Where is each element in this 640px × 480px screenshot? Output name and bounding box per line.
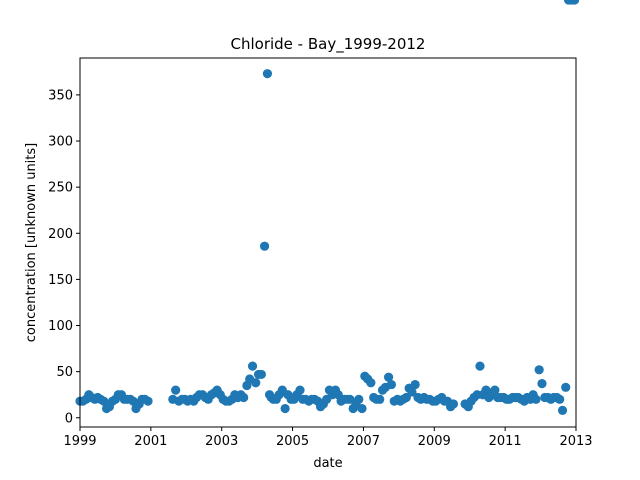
x-tick-label: 2003 [205, 434, 238, 449]
data-point [537, 379, 547, 389]
plot-frame [79, 57, 577, 428]
data-point [366, 378, 376, 388]
data-point [475, 361, 485, 371]
data-point [143, 396, 153, 406]
data-point [295, 385, 305, 395]
x-tick-label: 2007 [347, 434, 380, 449]
x-axis-label: date [313, 456, 342, 471]
data-point [555, 394, 565, 404]
y-tick-label: 300 [48, 135, 73, 150]
y-axis-ticks: 0 50 100 150 200 250 300 350 [48, 88, 80, 426]
data-point [557, 405, 568, 415]
data-point [280, 403, 290, 414]
x-tick-label: 2005 [276, 434, 309, 449]
data-point [561, 382, 571, 392]
data-point [256, 369, 266, 380]
x-tick-label: 2011 [489, 434, 522, 449]
data-point [247, 361, 258, 371]
data-points-group [75, 0, 580, 415]
x-axis-ticks: 1999 2001 2003 2005 2007 2009 2011 2013 [63, 427, 593, 449]
data-point [357, 403, 367, 414]
chart-title: Chloride - Bay_1999-2012 [231, 35, 426, 54]
y-tick-label: 350 [48, 88, 73, 103]
plot-area [80, 58, 576, 427]
y-tick-label: 0 [65, 411, 73, 426]
y-axis-label: concentration [unknown units] [24, 143, 39, 342]
data-point [534, 365, 544, 375]
data-point [171, 385, 181, 395]
data-point [251, 378, 261, 388]
y-tick-label: 50 [56, 365, 73, 380]
data-point [375, 394, 385, 404]
x-tick-label: 2009 [418, 434, 451, 449]
data-point [239, 392, 249, 403]
x-tick-label: 2013 [559, 434, 592, 449]
data-point [569, 0, 580, 5]
data-point [407, 387, 417, 397]
x-tick-label: 1999 [63, 434, 96, 449]
y-tick-label: 150 [48, 273, 73, 288]
data-point [401, 392, 411, 403]
y-tick-label: 100 [48, 319, 73, 334]
data-point [259, 241, 270, 251]
data-point [354, 394, 364, 404]
data-point [531, 394, 541, 404]
data-point [386, 379, 397, 390]
x-tick-label: 2001 [134, 434, 167, 449]
y-tick-label: 200 [48, 227, 73, 242]
data-point [99, 396, 109, 406]
data-point [410, 379, 420, 390]
y-tick-label: 250 [48, 181, 73, 196]
data-point [383, 372, 394, 382]
data-point [490, 385, 500, 395]
data-point [262, 69, 273, 79]
data-point [448, 399, 459, 409]
